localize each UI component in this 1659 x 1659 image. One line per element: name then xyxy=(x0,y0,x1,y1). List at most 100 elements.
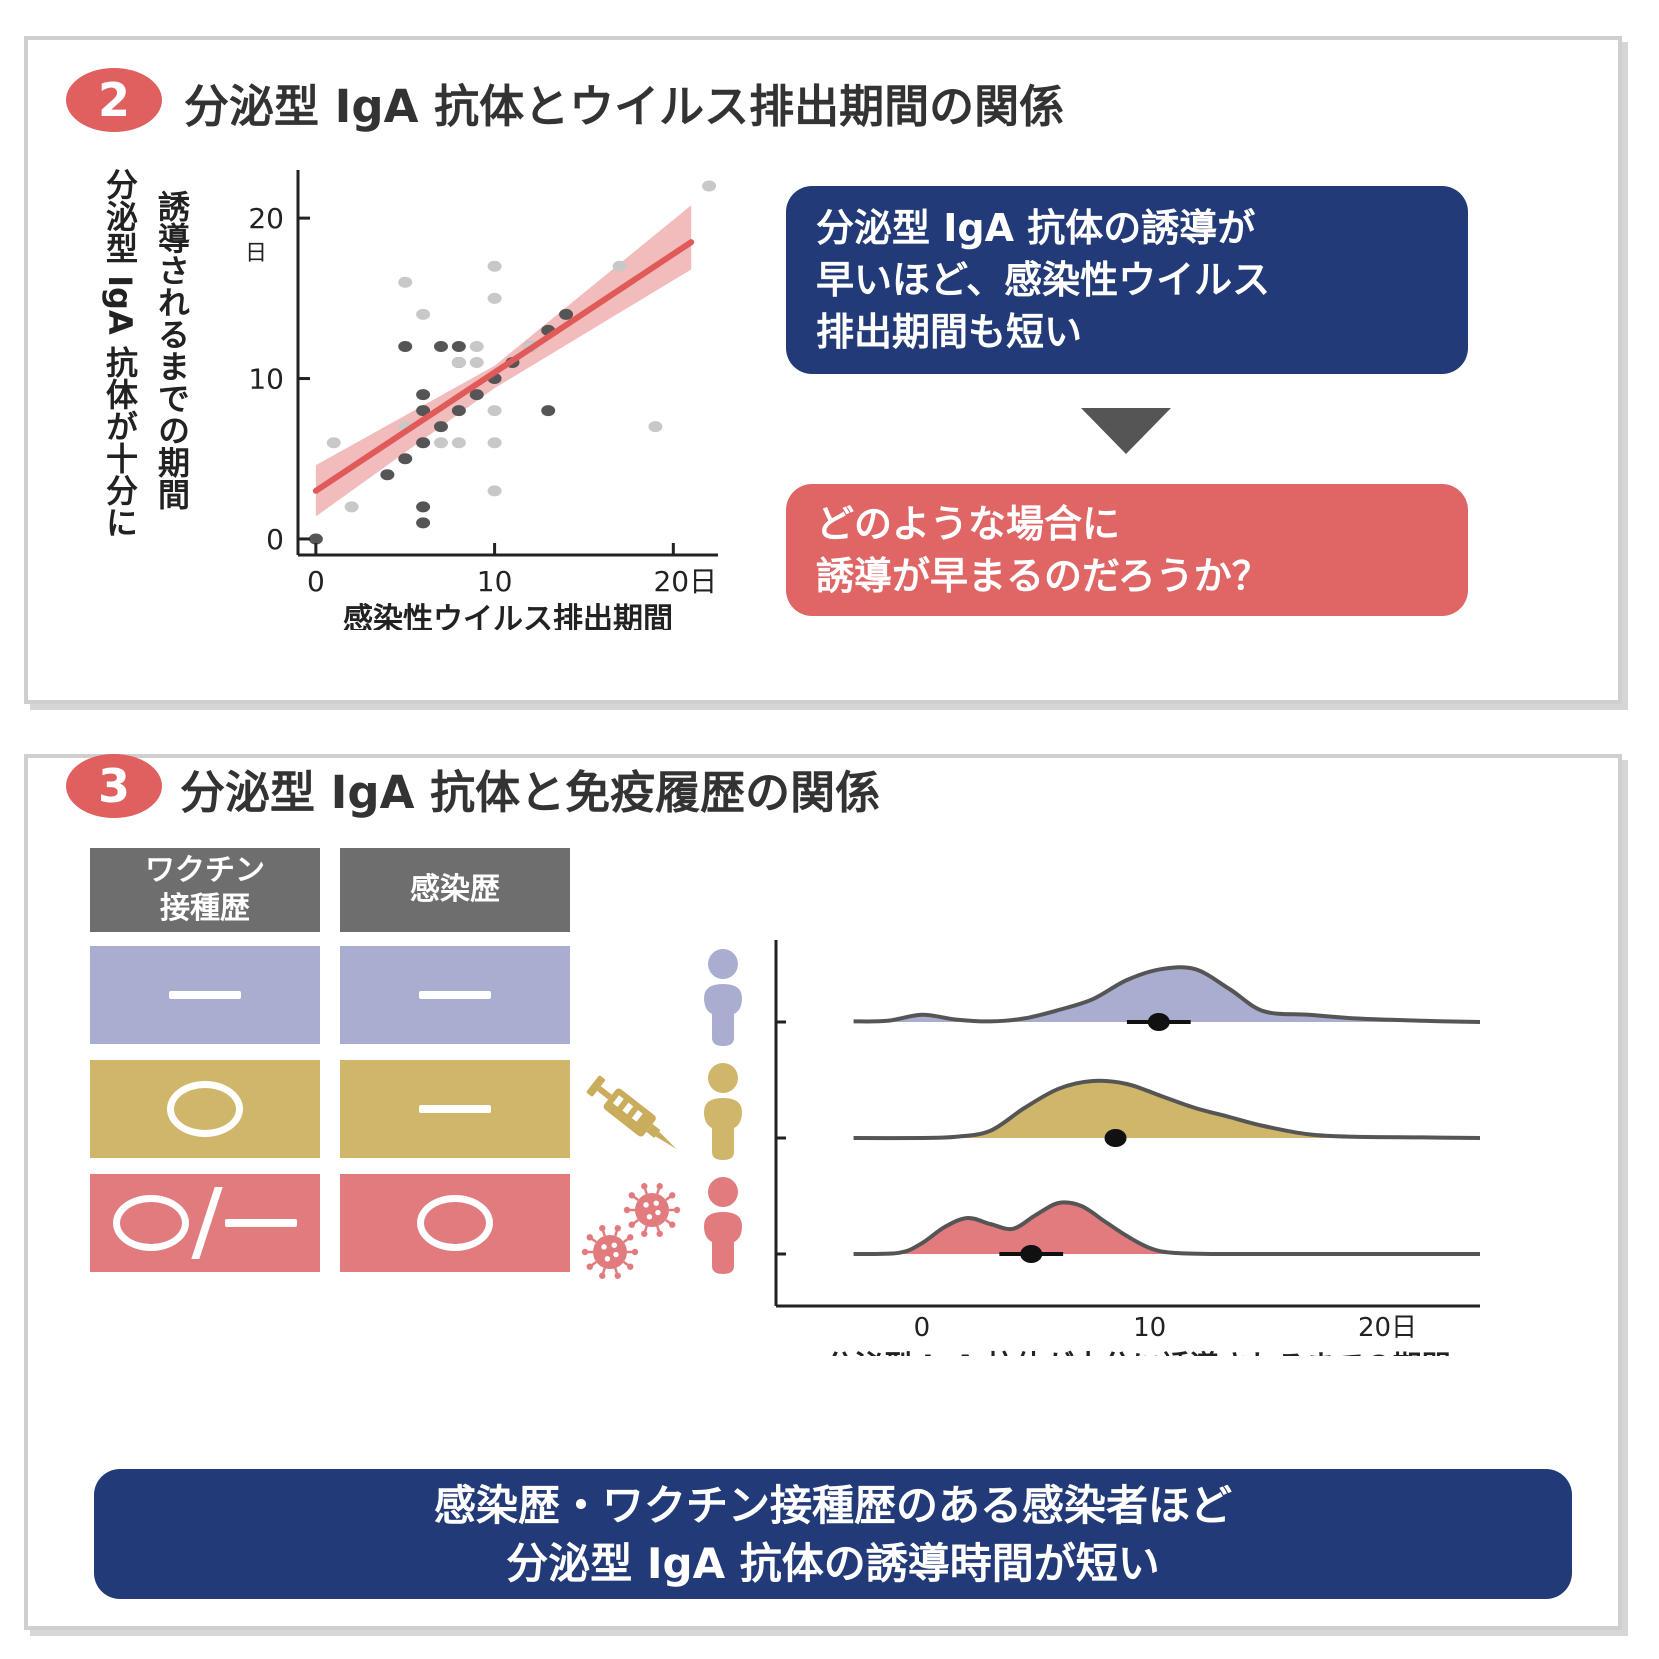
dash-symbol xyxy=(225,1219,297,1227)
header-infection-label: 感染歴 xyxy=(410,872,500,907)
scatter-point-dark xyxy=(398,453,413,465)
scatter-point-light xyxy=(398,276,413,288)
density-area-vaccine xyxy=(853,1080,1480,1139)
x-tick-label: 20日 xyxy=(653,565,717,598)
slash-symbol xyxy=(191,1187,223,1259)
scatter-point-light xyxy=(433,437,448,449)
scatter-point-dark xyxy=(451,340,466,352)
median-point-vaccine xyxy=(1104,1129,1127,1147)
scatter-point-dark xyxy=(416,389,431,401)
scatter-point-light xyxy=(487,437,502,449)
density-outline-vaccine xyxy=(853,1078,1481,1141)
dash-symbol xyxy=(419,1105,491,1113)
scatter-point-light xyxy=(487,292,502,304)
scatter-x-label: 感染性ウイルス排出期間 xyxy=(343,602,673,630)
panel-3: 3 分泌型 IgA 抗体と免疫履歴の関係 ワクチン 接種歴 感染歴 xyxy=(24,754,1622,1630)
panel-2-title: 分泌型 IgA 抗体とウイルス排出期間の関係 xyxy=(184,80,1065,133)
header-infection-history: 感染歴 xyxy=(340,848,570,932)
scatter-point-dark xyxy=(398,340,413,352)
header-vaccine-line-1: ワクチン xyxy=(145,853,265,888)
scatter-point-dark xyxy=(433,340,448,352)
conclusion-line-1: 感染歴・ワクチン接種歴のある感染者ほど xyxy=(433,1481,1232,1530)
panel-2: 2 分泌型 IgA 抗体とウイルス排出期間の関係 分泌型 IgA 抗体が十分に … xyxy=(24,36,1622,704)
header-vaccine-history: ワクチン 接種歴 xyxy=(90,848,320,932)
ridge-x-tick-label: 10 xyxy=(1133,1313,1166,1343)
confidence-band xyxy=(315,205,692,517)
regression-line xyxy=(312,239,695,494)
syringe-icon xyxy=(586,1075,677,1149)
median-point-none xyxy=(1147,1013,1170,1031)
scatter-point-light xyxy=(648,421,663,433)
panel-3-number-badge: 3 xyxy=(66,754,162,818)
row2-vaccine-cell xyxy=(90,1060,320,1158)
row1-infection-cell xyxy=(340,946,570,1044)
conclusion-box: 感染歴・ワクチン接種歴のある感染者ほど 分泌型 IgA 抗体の誘導時間が短い xyxy=(94,1469,1572,1599)
red-question-bubble: どのような場合に 誘導が早まるのだろうか？ xyxy=(786,484,1468,616)
blue-message-line-3: 排出期間も短い xyxy=(816,310,1083,354)
density-outline-none xyxy=(853,965,1481,1024)
circle-symbol xyxy=(167,1081,243,1137)
scatter-point-dark xyxy=(416,517,431,529)
scatter-point-dark xyxy=(416,501,431,513)
scatter-point-light xyxy=(487,405,502,417)
scatter-y-label-line1: 分泌型 IgA 抗体が十分に xyxy=(101,168,139,538)
down-triangle-icon xyxy=(1081,408,1171,454)
y-tick-label: 10 xyxy=(248,363,284,396)
scatter-point-dark xyxy=(559,308,574,320)
scatter-point-light xyxy=(487,260,502,272)
scatter-point-light xyxy=(326,437,341,449)
scatter-point-dark xyxy=(416,437,431,449)
scatter-point-dark xyxy=(308,533,323,545)
y-tick-label: 0 xyxy=(266,523,284,556)
blue-message-line-2: 早いほど、感染性ウイルス xyxy=(816,258,1271,302)
scatter-point-light xyxy=(469,357,484,368)
dash-symbol xyxy=(169,991,241,999)
scatter-point-light xyxy=(344,501,359,513)
scatter-y-label-line2: 誘導されるまでの期間 xyxy=(153,190,191,510)
scatter-point-light xyxy=(416,308,431,320)
ridge-x-tick-label: 20日 xyxy=(1358,1313,1417,1343)
row2-infection-cell xyxy=(340,1060,570,1158)
x-tick-label: 10 xyxy=(477,565,513,598)
row1-vaccine-cell xyxy=(90,946,320,1044)
x-tick-label: 0 xyxy=(307,565,325,598)
blue-message-bubble: 分泌型 IgA 抗体の誘導が 早いほど、感染性ウイルス 排出期間も短い xyxy=(786,186,1468,374)
conclusion-line-2: 分泌型 IgA 抗体の誘導時間が短い xyxy=(506,1539,1160,1588)
scatter-point-dark xyxy=(541,405,556,417)
scatter-point-dark xyxy=(469,389,484,401)
scatter-point-dark xyxy=(380,469,395,481)
header-vaccine-line-2: 接種歴 xyxy=(160,891,250,926)
red-message-line-1: どのような場合に xyxy=(816,502,1121,546)
scatter-point-light xyxy=(469,340,484,352)
circle-symbol xyxy=(417,1195,493,1251)
panel-3-title: 分泌型 IgA 抗体と免疫履歴の関係 xyxy=(180,766,881,819)
red-message-line-2: 誘導が早まるのだろうか？ xyxy=(816,554,1270,598)
y-unit-label: 日 xyxy=(245,241,267,266)
person-icon xyxy=(704,1177,742,1274)
ridge-x-tick-label: 0 xyxy=(914,1313,931,1343)
row3-infection-cell xyxy=(340,1174,570,1272)
circle-symbol xyxy=(113,1195,189,1251)
person-icon xyxy=(704,949,742,1046)
scatter-point-light xyxy=(451,437,466,449)
blue-message-line-1: 分泌型 IgA 抗体の誘導が xyxy=(816,206,1256,250)
virus-icon-large xyxy=(623,1183,681,1237)
scatter-point-light xyxy=(487,485,502,497)
virus-icon-small xyxy=(581,1225,639,1279)
scatter-point-dark xyxy=(451,405,466,417)
density-area-infection xyxy=(853,1202,1480,1255)
density-area-none xyxy=(853,967,1480,1022)
virus-icon xyxy=(581,1183,681,1279)
scatter-point-light xyxy=(612,260,627,272)
scatter-point-dark xyxy=(433,421,448,433)
scatter-point-light xyxy=(451,357,466,368)
scatter-point-dark xyxy=(416,405,431,417)
density-outline-infection xyxy=(853,1200,1480,1257)
row3-vaccine-cell xyxy=(90,1174,320,1272)
panel-2-number-badge: 2 xyxy=(66,68,162,132)
scatter-point-light xyxy=(702,180,717,192)
dash-symbol xyxy=(419,991,491,999)
